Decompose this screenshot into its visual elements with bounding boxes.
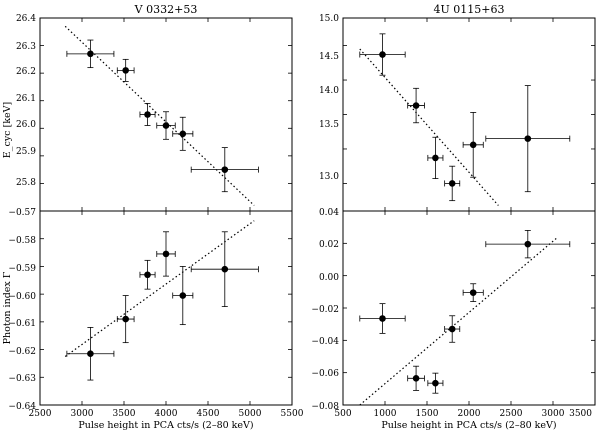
y-tick-label: 0.00 <box>319 273 339 283</box>
y-axis-label: E_cyc [keV] <box>2 102 13 158</box>
x-tick-label: 500 <box>334 409 351 419</box>
y-tick-label: 26.3 <box>16 42 36 52</box>
fit-line <box>64 220 255 357</box>
fit-line <box>64 25 255 206</box>
data-point <box>221 265 229 273</box>
x-tick-label: 3500 <box>113 409 136 419</box>
x-axis-label: Pulse height in PCA cts/s (2–80 keV) <box>78 420 253 431</box>
y-tick-label: 14.5 <box>319 52 339 62</box>
y-tick-label: −0.06 <box>311 369 339 379</box>
y-axis-label: Photon index Γ <box>2 271 13 344</box>
x-tick-label: 4500 <box>197 409 220 419</box>
data-point <box>412 102 420 109</box>
x-tick-label: 2000 <box>458 409 481 419</box>
data-marks <box>342 18 596 211</box>
x-tick-label: 1500 <box>416 409 439 419</box>
y-tick-label: 26.0 <box>16 120 36 130</box>
y-tick-label: 0.02 <box>319 240 339 250</box>
y-tick-label: −0.04 <box>311 337 339 347</box>
data-point <box>524 135 532 142</box>
data-point <box>162 122 170 129</box>
data-point <box>524 240 532 248</box>
data-point <box>122 67 129 74</box>
plot-frame <box>342 17 596 212</box>
y-tick-label: 15.0 <box>319 14 339 24</box>
data-point <box>469 289 477 296</box>
data-point <box>87 50 94 58</box>
x-tick-label: 3000 <box>71 409 94 419</box>
y-tick-label: 13.0 <box>319 172 339 182</box>
x-tick-label: 2500 <box>29 409 52 419</box>
y-tick-label: −0.08 <box>311 402 339 412</box>
x-tick-label: 5500 <box>281 409 304 419</box>
panel-bottom-right: 0.04 0.02 0.00 −0.02 −0.04 −0.06 −0.08 5… <box>311 208 596 431</box>
data-point <box>122 315 129 323</box>
panel-top-left: V 0332+53 26.4 26.3 26.2 26.1 26.0 25.9 … <box>2 3 293 212</box>
y-tick-label: −0.64 <box>8 402 36 412</box>
y-tick-label: −0.61 <box>8 319 36 329</box>
panel-top-right: 4U 0115+63 15.0 14.5 14.0 13.5 13.0 <box>319 3 596 212</box>
x-tick-label: 5000 <box>239 409 262 419</box>
data-point <box>379 315 386 322</box>
data-point <box>432 379 439 387</box>
data-marks <box>39 17 293 211</box>
y-tick-labels: 15.0 14.5 14.0 13.5 13.0 <box>319 14 339 182</box>
data-point <box>144 111 151 118</box>
x-tick-labels: 500 1000 1500 2000 2500 3000 3500 <box>334 409 592 419</box>
y-tick-label: 26.1 <box>16 94 36 104</box>
plot-frame <box>342 210 596 406</box>
x-tick-label: 1000 <box>374 409 397 419</box>
data-point <box>448 180 456 187</box>
x-axis-label: Pulse height in PCA cts/s (2–80 keV) <box>381 420 556 431</box>
y-tick-labels: 26.4 26.3 26.2 26.1 26.0 25.9 25.8 <box>16 14 36 188</box>
x-tick-labels: 2500 3000 3500 4000 4500 5000 5500 <box>29 409 304 419</box>
y-tick-label: −0.59 <box>8 264 36 274</box>
x-tick-label: 3500 <box>569 409 592 419</box>
y-tick-label: −0.58 <box>8 236 36 246</box>
data-point <box>87 350 94 358</box>
data-marks <box>342 210 596 406</box>
data-point <box>379 51 386 58</box>
y-tick-label: 25.9 <box>16 147 36 157</box>
data-point <box>179 130 187 138</box>
y-tick-label: −0.60 <box>8 292 36 302</box>
data-point <box>144 271 151 279</box>
y-tick-label: −0.63 <box>8 374 36 384</box>
y-tick-label: 26.4 <box>16 14 36 24</box>
panel-title: V 0332+53 <box>134 3 198 16</box>
fit-line <box>359 237 558 406</box>
y-tick-label: 26.2 <box>16 67 36 77</box>
data-point <box>179 292 187 299</box>
y-tick-label: −0.57 <box>8 208 36 218</box>
x-tick-label: 4000 <box>155 409 178 419</box>
fit-line <box>359 48 499 206</box>
data-point <box>412 375 420 382</box>
panel-title: 4U 0115+63 <box>434 3 505 16</box>
y-tick-labels: 0.04 0.02 0.00 −0.02 −0.04 −0.06 −0.08 <box>311 208 339 412</box>
data-point <box>432 154 439 162</box>
y-tick-label: 25.8 <box>16 178 36 188</box>
y-tick-label: −0.02 <box>311 305 339 315</box>
data-point <box>448 325 456 333</box>
x-tick-label: 2500 <box>500 409 523 419</box>
y-tick-label: 14.0 <box>319 86 339 96</box>
data-point <box>221 166 229 173</box>
data-point <box>162 250 170 258</box>
data-marks <box>39 210 293 406</box>
x-tick-label: 3000 <box>542 409 565 419</box>
y-tick-labels: −0.57 −0.58 −0.59 −0.60 −0.61 −0.62 −0.6… <box>8 208 36 412</box>
y-tick-label: 13.5 <box>319 120 339 130</box>
data-point <box>469 141 477 149</box>
y-tick-label: 0.04 <box>319 208 339 218</box>
y-tick-label: −0.62 <box>8 347 36 357</box>
panel-bottom-left: −0.57 −0.58 −0.59 −0.60 −0.61 −0.62 −0.6… <box>2 208 304 431</box>
